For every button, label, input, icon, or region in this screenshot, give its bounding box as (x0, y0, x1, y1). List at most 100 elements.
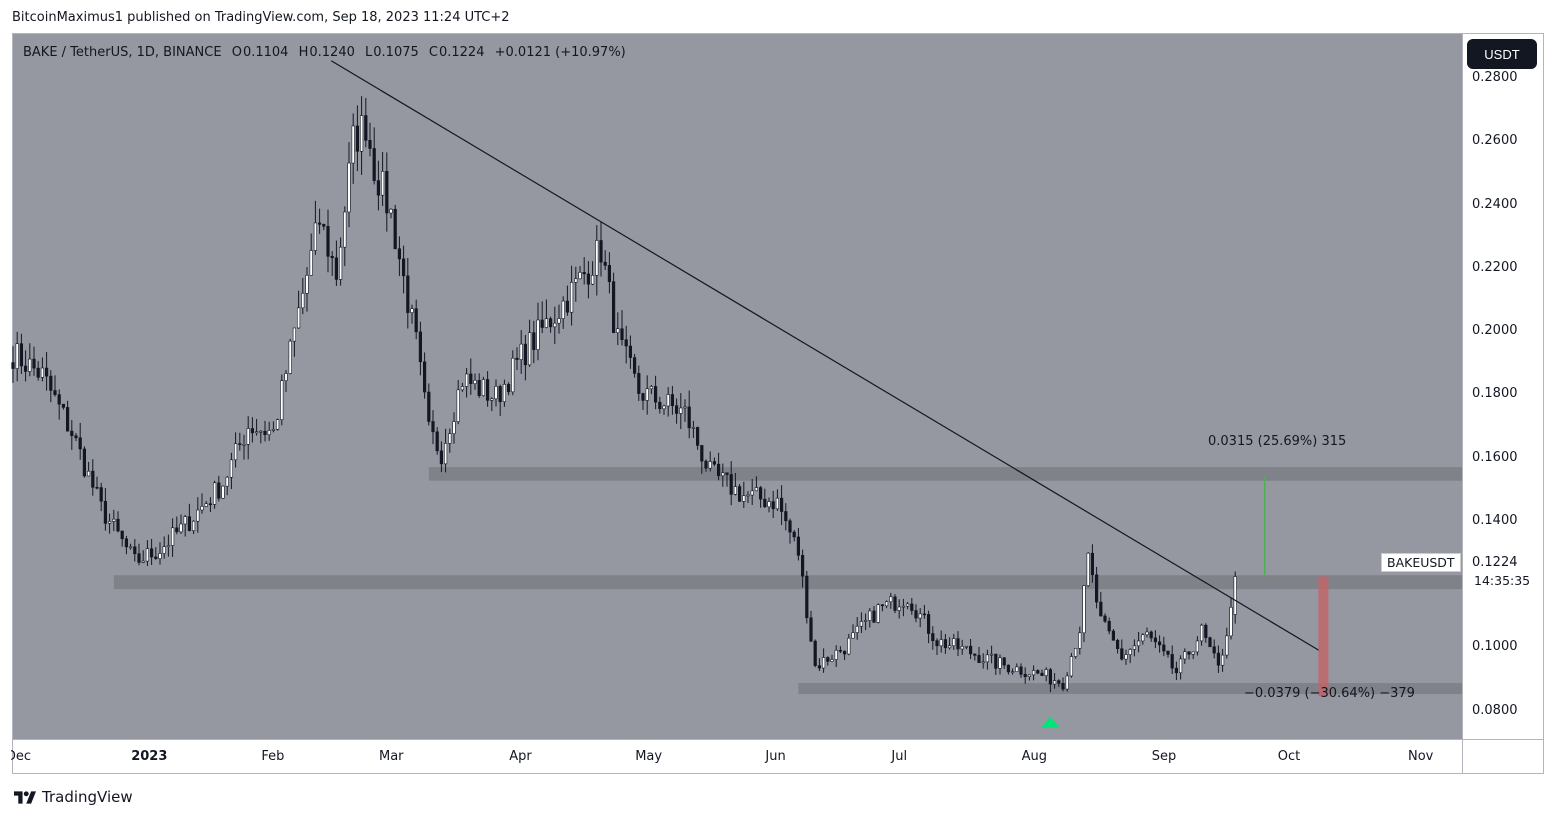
candle (460, 382, 465, 392)
candle (494, 379, 498, 407)
candle-body (511, 357, 515, 393)
candle (1216, 645, 1221, 673)
candle-body (200, 506, 204, 511)
candle (355, 105, 360, 172)
candle (721, 463, 725, 487)
candle-body (805, 575, 809, 619)
candle-body (359, 115, 364, 152)
candle (36, 361, 40, 381)
candle (40, 357, 45, 382)
candle (1015, 663, 1019, 672)
candle (679, 393, 683, 430)
candle (107, 513, 112, 534)
candle (662, 404, 666, 415)
candle (737, 484, 742, 502)
candle-body (750, 490, 754, 496)
horizontal-zone-2 (798, 683, 1462, 695)
candle (1183, 648, 1187, 664)
candle-body (859, 621, 864, 627)
candle (784, 503, 788, 531)
candle (868, 608, 872, 628)
candle-body (229, 459, 234, 478)
candle (254, 418, 259, 436)
candle-body (956, 638, 960, 650)
candle-body (187, 516, 192, 531)
candle (410, 304, 414, 324)
horizontal-zone-0 (428, 467, 1462, 481)
candle (1162, 636, 1166, 657)
candle (901, 598, 906, 617)
candle-body (473, 379, 477, 384)
candle (830, 654, 834, 662)
candle-body (141, 560, 145, 563)
candle-body (809, 617, 813, 642)
candle (200, 493, 204, 514)
candle-body (301, 293, 305, 309)
candle-body (931, 633, 935, 641)
candle (359, 96, 364, 175)
candle-body (901, 605, 906, 608)
candle (1141, 633, 1145, 645)
candle-body (763, 498, 767, 508)
candle-body (876, 604, 880, 623)
horizontal-zone-1 (113, 575, 1462, 590)
candle (842, 650, 847, 660)
candle-body (431, 421, 435, 433)
candle-body (443, 443, 448, 465)
candle (385, 152, 389, 232)
candle (439, 441, 444, 473)
candle-body (880, 604, 885, 607)
tradingview-logo[interactable]: TradingView (14, 788, 133, 806)
candle-body (813, 640, 817, 666)
candle-body (502, 384, 507, 403)
candle-body (389, 208, 393, 214)
candle (124, 535, 129, 555)
candle-body (145, 548, 150, 562)
candle (716, 452, 721, 481)
candle-body (922, 613, 927, 616)
candle-body (263, 430, 267, 435)
candle-body (70, 430, 74, 436)
candle (532, 320, 536, 364)
candle-body (1094, 574, 1099, 603)
candle-body (317, 222, 322, 225)
candle (19, 333, 24, 374)
candle (775, 489, 780, 511)
candle-body (1195, 640, 1200, 653)
candle-body (107, 521, 112, 524)
candle (1220, 648, 1225, 672)
candle-body (557, 318, 561, 324)
candle (628, 335, 633, 369)
candle (637, 365, 641, 401)
candle (70, 420, 74, 450)
candle-body (1044, 669, 1048, 676)
candle-body (137, 553, 141, 563)
candle-body (149, 548, 154, 558)
candle-body (952, 638, 956, 647)
candle (250, 417, 255, 443)
candle-body (19, 343, 24, 367)
plot-area (13, 34, 1462, 739)
candle (28, 343, 32, 377)
candle-body (158, 553, 162, 559)
currency-button[interactable]: USDT (1467, 39, 1537, 69)
candle (939, 630, 943, 653)
candle-body (439, 450, 444, 465)
candle (326, 209, 330, 273)
candle-body (1065, 675, 1069, 690)
candle-body (536, 319, 540, 350)
candle-body (36, 367, 40, 378)
candle-body (578, 272, 582, 280)
candle-body (523, 343, 528, 366)
candle (565, 285, 570, 316)
candle-body (183, 516, 187, 525)
candle-body (918, 613, 922, 619)
candle (670, 385, 675, 415)
candle-body (82, 448, 87, 477)
candle (481, 376, 486, 397)
candle-body (674, 405, 679, 414)
candle-body (32, 358, 36, 369)
candle (733, 472, 738, 496)
time-tick: Mar (379, 749, 404, 764)
